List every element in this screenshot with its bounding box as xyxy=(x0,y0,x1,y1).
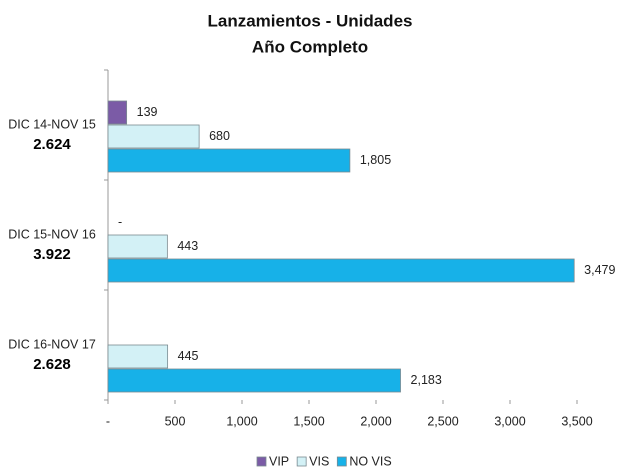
legend-swatch xyxy=(336,456,347,467)
legend-label: VIP xyxy=(269,454,289,468)
legend-label: NO VIS xyxy=(349,454,391,468)
value-label: 680 xyxy=(209,129,230,143)
x-tick-label: 2,500 xyxy=(427,414,458,428)
value-label: 2,183 xyxy=(411,373,442,387)
legend-label: VIS xyxy=(309,454,329,468)
legend-swatch xyxy=(256,456,267,467)
value-label: 445 xyxy=(178,349,199,363)
x-tick-label: 500 xyxy=(165,414,186,428)
bar xyxy=(107,344,169,369)
bar xyxy=(107,100,128,125)
x-tick-label: 1,500 xyxy=(293,414,324,428)
bar xyxy=(107,234,168,259)
value-label: 139 xyxy=(137,105,158,119)
x-tick-label: 3,500 xyxy=(561,414,592,428)
bar xyxy=(107,368,401,393)
category-label: DIC 15-NOV 16 xyxy=(8,227,96,241)
bar xyxy=(107,258,575,283)
total: 2.628 xyxy=(33,356,71,373)
category-label: DIC 16-NOV 17 xyxy=(8,337,96,351)
x-tick-label: 3,000 xyxy=(494,414,525,428)
total: 3.922 xyxy=(33,246,71,263)
legend-swatch xyxy=(296,456,307,467)
value-label: 1,805 xyxy=(360,153,391,167)
value-label: 443 xyxy=(177,239,198,253)
value-label: - xyxy=(118,215,122,229)
x-tick-label: - xyxy=(106,414,110,428)
chart-title: Lanzamientos - Unidades xyxy=(208,11,413,30)
value-label: 3,479 xyxy=(584,263,615,277)
chart-subtitle: Año Completo xyxy=(252,37,368,56)
x-tick-label: 1,000 xyxy=(226,414,257,428)
bar xyxy=(107,124,200,149)
bar xyxy=(107,148,351,173)
total: 2.624 xyxy=(33,136,71,153)
category-label: DIC 14-NOV 15 xyxy=(8,117,96,131)
x-tick-label: 2,000 xyxy=(360,414,391,428)
